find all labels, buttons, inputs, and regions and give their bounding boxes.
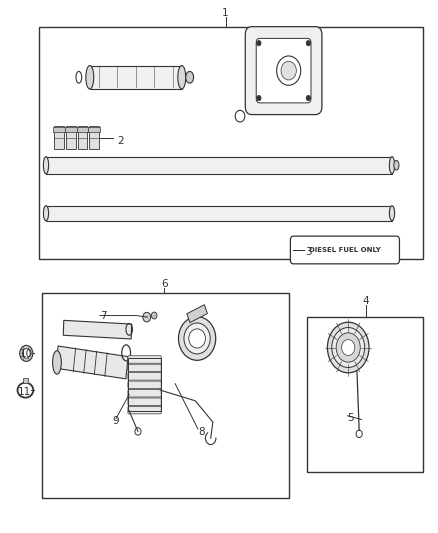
Ellipse shape (43, 157, 49, 174)
Ellipse shape (178, 317, 215, 360)
Ellipse shape (22, 349, 30, 358)
Ellipse shape (43, 206, 49, 221)
Bar (88, 127, 100, 132)
Bar (90, 66, 182, 89)
Ellipse shape (86, 66, 94, 89)
Text: 10: 10 (20, 350, 33, 359)
Circle shape (306, 41, 311, 46)
Ellipse shape (389, 206, 395, 221)
Bar (128, 358, 161, 411)
FancyBboxPatch shape (128, 364, 161, 372)
Text: 11: 11 (18, 387, 31, 397)
Ellipse shape (389, 157, 395, 174)
Text: 4: 4 (362, 296, 369, 306)
FancyBboxPatch shape (128, 406, 161, 414)
Bar (307, 317, 423, 472)
Bar (46, 157, 392, 174)
FancyBboxPatch shape (128, 390, 161, 397)
Text: 7: 7 (99, 311, 106, 320)
Ellipse shape (53, 351, 61, 374)
Ellipse shape (20, 345, 33, 361)
Text: 9: 9 (113, 416, 120, 426)
Text: 1: 1 (222, 9, 229, 18)
Text: 5: 5 (347, 414, 354, 423)
Circle shape (356, 430, 362, 438)
Bar (66, 126, 76, 149)
Polygon shape (56, 346, 128, 379)
Bar (78, 126, 87, 149)
FancyBboxPatch shape (290, 236, 399, 264)
Ellipse shape (328, 322, 369, 373)
FancyBboxPatch shape (256, 38, 311, 103)
FancyBboxPatch shape (128, 381, 161, 389)
Circle shape (306, 95, 311, 101)
Bar (39, 27, 423, 259)
Bar (53, 127, 65, 132)
Ellipse shape (394, 160, 399, 170)
Ellipse shape (342, 340, 355, 356)
Ellipse shape (178, 66, 186, 89)
Text: 2: 2 (117, 136, 124, 146)
Ellipse shape (281, 61, 297, 80)
FancyBboxPatch shape (128, 356, 161, 364)
Bar (46, 206, 392, 221)
Ellipse shape (151, 312, 157, 319)
Bar (77, 127, 88, 132)
Text: 6: 6 (161, 279, 168, 288)
Ellipse shape (277, 56, 301, 85)
Text: 3: 3 (305, 247, 312, 256)
Ellipse shape (143, 312, 151, 322)
Text: 8: 8 (198, 427, 205, 437)
FancyBboxPatch shape (245, 27, 322, 115)
Text: DIESEL FUEL ONLY: DIESEL FUEL ONLY (309, 247, 381, 253)
Bar (54, 126, 64, 149)
Bar (65, 127, 77, 132)
Ellipse shape (184, 323, 210, 354)
Bar (89, 126, 99, 149)
Ellipse shape (186, 71, 194, 83)
Polygon shape (187, 305, 208, 322)
Circle shape (135, 427, 141, 435)
FancyBboxPatch shape (128, 373, 161, 380)
Ellipse shape (332, 327, 364, 368)
Ellipse shape (189, 329, 205, 348)
Ellipse shape (336, 333, 360, 362)
Polygon shape (63, 320, 132, 339)
Circle shape (257, 95, 261, 101)
Bar (42, 293, 289, 498)
Bar (23, 378, 28, 383)
FancyBboxPatch shape (128, 398, 161, 406)
Circle shape (257, 41, 261, 46)
